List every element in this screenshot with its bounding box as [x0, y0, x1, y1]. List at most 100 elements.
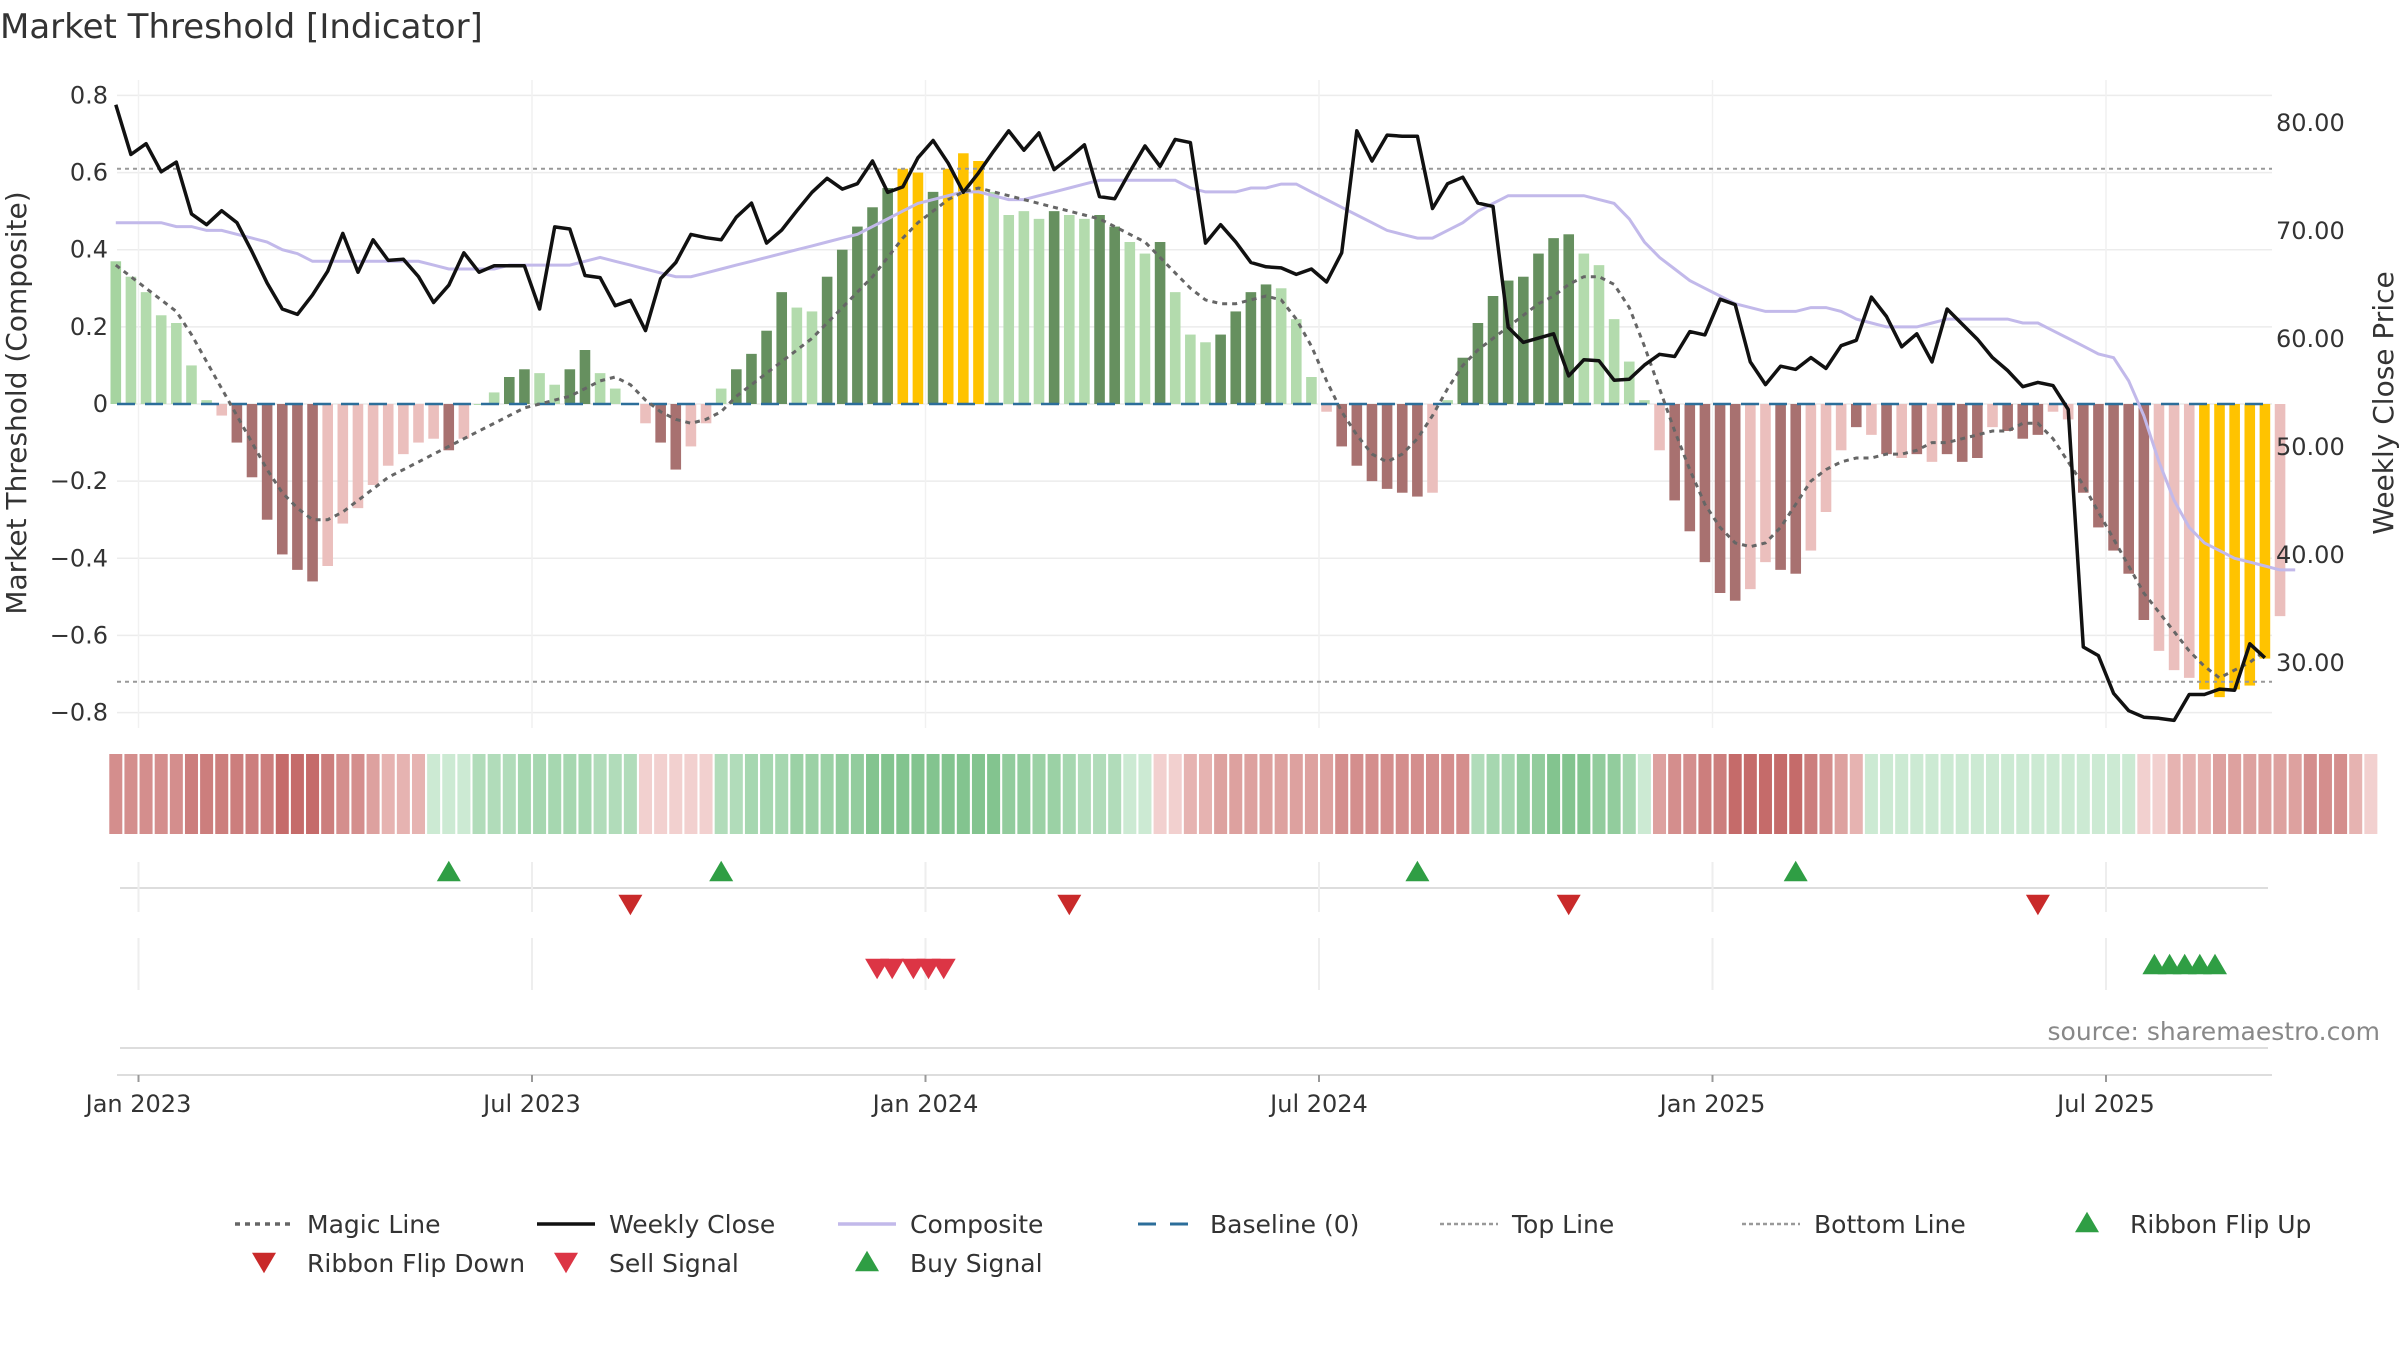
ribbon-segment: [669, 754, 683, 834]
composite-bar: [1260, 284, 1272, 404]
ribbon-segment: [1925, 754, 1939, 834]
composite-bar: [2229, 404, 2240, 690]
composite-bar: [609, 388, 621, 404]
composite-bar: [882, 188, 893, 404]
ribbon-segment: [1229, 754, 1243, 834]
ribbon-segment: [1093, 754, 1107, 834]
ribbon-segment: [2258, 754, 2272, 834]
composite-bar: [2168, 404, 2180, 671]
ribbon-segment: [2001, 754, 2015, 834]
ribbon-segment: [2364, 754, 2378, 834]
composite-bars: [110, 153, 2286, 698]
ribbon-segment: [1653, 754, 1667, 834]
ribbon-segment: [517, 754, 531, 834]
composite-bar: [276, 404, 288, 555]
ribbon-segment: [1304, 754, 1318, 834]
composite-bar: [443, 404, 455, 451]
sell-signal-marker: [865, 958, 890, 980]
sell-signal-marker: [916, 958, 941, 980]
ribbon-flip-down-marker: [1057, 894, 1082, 916]
composite-bar: [746, 353, 757, 404]
composite-bar: [685, 404, 697, 447]
composite-bar: [2274, 404, 2286, 617]
ribbon-segment: [1198, 754, 1212, 834]
composite-bar: [655, 404, 666, 443]
ribbon-segment: [2091, 754, 2105, 834]
ribbon-segment: [1183, 754, 1197, 834]
ribbon-segment: [381, 754, 395, 834]
composite-bar: [942, 168, 954, 404]
ribbon-segment: [2076, 754, 2090, 834]
sell-signal-marker: [931, 958, 956, 980]
ribbon-segment: [1804, 754, 1818, 834]
x-tick-label: Jan 2023: [84, 1090, 192, 1118]
legend-item: Ribbon Flip Up: [2075, 1210, 2311, 1239]
composite-bar: [1835, 404, 1847, 451]
ribbon-segment: [2137, 754, 2151, 834]
ribbon-segment: [2243, 754, 2257, 834]
ribbon-segment: [1668, 754, 1682, 834]
composite-bar: [155, 315, 167, 404]
ribbon-segment: [1622, 754, 1636, 834]
composite-bar: [2153, 404, 2165, 651]
composite-bar: [1109, 226, 1120, 404]
composite-bar: [1412, 404, 1423, 497]
composite-bar: [2017, 404, 2029, 439]
composite-bar: [1699, 404, 1711, 563]
ribbon-flip-up-marker: [709, 860, 734, 882]
ribbon-segment: [548, 754, 562, 834]
ribbon-segment: [1365, 754, 1379, 834]
composite-bar: [1472, 323, 1484, 404]
composite-bar: [836, 249, 848, 404]
composite-bar: [2138, 404, 2150, 620]
chart-title: Market Threshold [Indicator]: [0, 7, 483, 47]
composite-bar: [1820, 404, 1832, 512]
composite-bar: [1018, 211, 1030, 404]
ribbon-segment: [1214, 754, 1228, 834]
ribbon-segment: [714, 754, 728, 834]
sell-signal-marker: [880, 958, 905, 980]
y2-tick-label: 70.00: [2276, 217, 2345, 245]
ribbon-segment: [1501, 754, 1515, 834]
composite-bar: [1245, 292, 1257, 404]
ribbon-segment: [1395, 754, 1409, 834]
x-axis: Jan 2023 Jul 2023 Jan 2024 Jul 2024 Jan 2025…: [84, 1075, 2155, 1118]
ribbon-segment: [1456, 754, 1470, 834]
legend-item: Sell Signal: [554, 1249, 739, 1278]
ribbon-segment: [533, 754, 547, 834]
ribbon-segment: [1774, 754, 1788, 834]
ribbon-segment: [1123, 754, 1137, 834]
composite-bar: [110, 261, 122, 404]
composite-bar: [1911, 404, 1923, 455]
y-tick-label: 0.6: [70, 159, 108, 187]
ribbon-segment: [835, 754, 849, 834]
ribbon-segment: [2061, 754, 2075, 834]
ribbon-segment: [487, 754, 501, 834]
ribbon-segment: [760, 754, 774, 834]
composite-bar: [398, 404, 409, 455]
ribbon-segment: [396, 754, 410, 834]
composite-bar: [791, 307, 803, 404]
ribbon-flip-down-marker: [1556, 894, 1581, 916]
composite-bar: [1729, 404, 1741, 601]
legend-swatch: [855, 1250, 879, 1272]
composite-bar: [700, 404, 712, 424]
ribbon-segment: [427, 754, 441, 834]
composite-bar: [564, 369, 576, 404]
composite-bar: [1306, 377, 1317, 404]
composite-bar: [367, 404, 379, 485]
y-axis-title: Market Threshold (Composite): [0, 191, 33, 614]
ribbon-segment: [2152, 754, 2166, 834]
ribbon-segment: [472, 754, 486, 834]
composite-line: [115, 178, 2296, 572]
ribbon-segment: [2303, 754, 2317, 834]
ribbon-segment: [1819, 754, 1833, 834]
ribbon-segment: [1834, 754, 1848, 834]
composite-bar: [488, 392, 500, 404]
composite-bar: [2199, 404, 2210, 690]
composite-bar: [1987, 404, 1998, 428]
composite-bar: [1321, 404, 1332, 412]
ribbon-segment: [1244, 754, 1258, 834]
composite-bar: [473, 404, 485, 405]
ribbon-segment: [790, 754, 804, 834]
